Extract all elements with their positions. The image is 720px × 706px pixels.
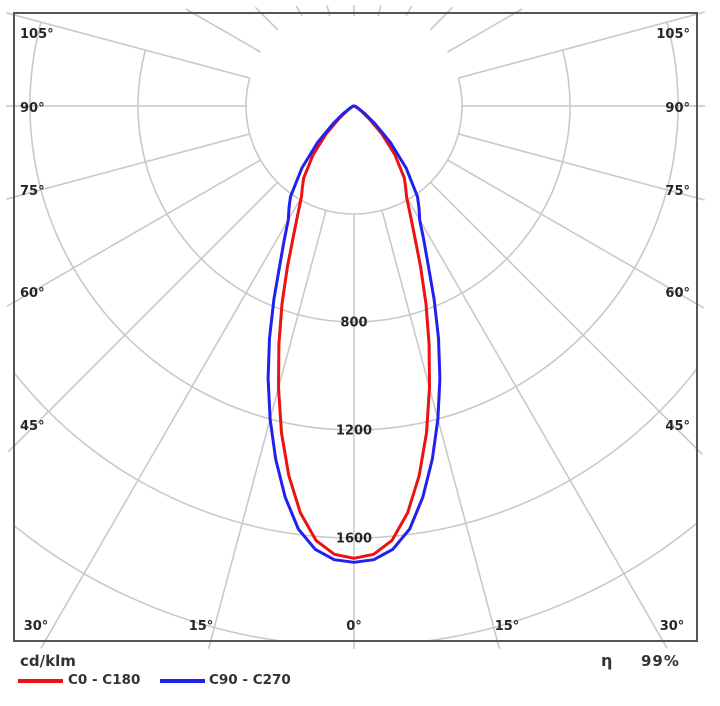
legend-label-c90-c270: C90 - C270 [209, 672, 291, 688]
svg-text:45°: 45° [665, 419, 690, 434]
svg-text:60°: 60° [20, 286, 45, 301]
plot-border [13, 12, 698, 642]
legend-line-c0-c180 [18, 679, 63, 683]
polar-grid [14, 13, 697, 641]
efficiency-symbol: η [601, 651, 613, 670]
svg-text:800: 800 [340, 316, 367, 331]
svg-text:45°: 45° [20, 419, 45, 434]
angle-labels: 0° 15° 15° 30° 30° 45° 45° 60° 60° 75° 75° 90° 90° 10… [20, 27, 690, 634]
svg-text:15°: 15° [495, 619, 520, 634]
svg-text:90°: 90° [20, 101, 45, 116]
legend-line-c90-c270 [160, 679, 205, 683]
svg-text:60°: 60° [665, 286, 690, 301]
svg-text:0°: 0° [346, 619, 362, 634]
curve-c90-c270 [266, 104, 442, 564]
unit-label: cd/klm [20, 652, 76, 670]
efficiency-value: 99% [641, 652, 680, 670]
svg-text:1600: 1600 [336, 532, 372, 547]
curve-c0-c180 [277, 104, 431, 560]
radial-labels: 800 1200 1600 [336, 316, 372, 547]
svg-text:75°: 75° [20, 184, 45, 199]
grid-ticks [6, 5, 705, 649]
svg-text:15°: 15° [189, 619, 214, 634]
svg-text:1200: 1200 [336, 424, 372, 439]
legend-label-c0-c180: C0 - C180 [68, 672, 141, 688]
svg-text:30°: 30° [24, 619, 49, 634]
svg-text:30°: 30° [660, 619, 685, 634]
svg-text:75°: 75° [665, 184, 690, 199]
svg-text:105°: 105° [20, 27, 54, 42]
svg-text:90°: 90° [665, 101, 690, 116]
svg-text:105°: 105° [656, 27, 690, 42]
